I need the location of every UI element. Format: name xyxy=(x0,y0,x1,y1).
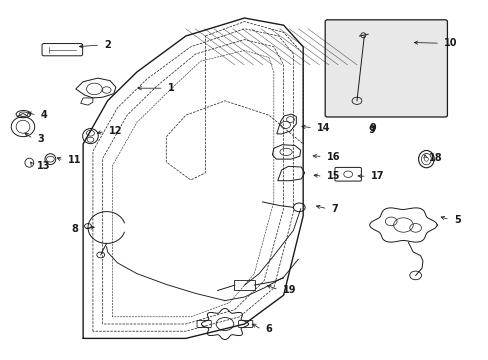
Text: 10: 10 xyxy=(443,38,457,48)
Text: 18: 18 xyxy=(428,153,442,163)
Text: 2: 2 xyxy=(104,40,111,50)
Text: 19: 19 xyxy=(282,285,296,295)
Text: 12: 12 xyxy=(109,126,122,136)
Text: 9: 9 xyxy=(367,125,374,135)
Text: 6: 6 xyxy=(265,324,272,334)
Text: 16: 16 xyxy=(326,152,340,162)
FancyBboxPatch shape xyxy=(325,20,447,117)
Text: 4: 4 xyxy=(41,110,47,120)
Text: 17: 17 xyxy=(370,171,384,181)
Text: 13: 13 xyxy=(37,161,51,171)
Text: 11: 11 xyxy=(67,155,81,165)
Text: 3: 3 xyxy=(37,134,44,144)
Text: 7: 7 xyxy=(331,204,338,214)
Text: 5: 5 xyxy=(453,215,460,225)
Text: 8: 8 xyxy=(71,224,78,234)
Text: 14: 14 xyxy=(316,123,330,133)
Text: 15: 15 xyxy=(326,171,340,181)
Text: 1: 1 xyxy=(167,83,174,93)
Text: 9: 9 xyxy=(368,123,375,133)
